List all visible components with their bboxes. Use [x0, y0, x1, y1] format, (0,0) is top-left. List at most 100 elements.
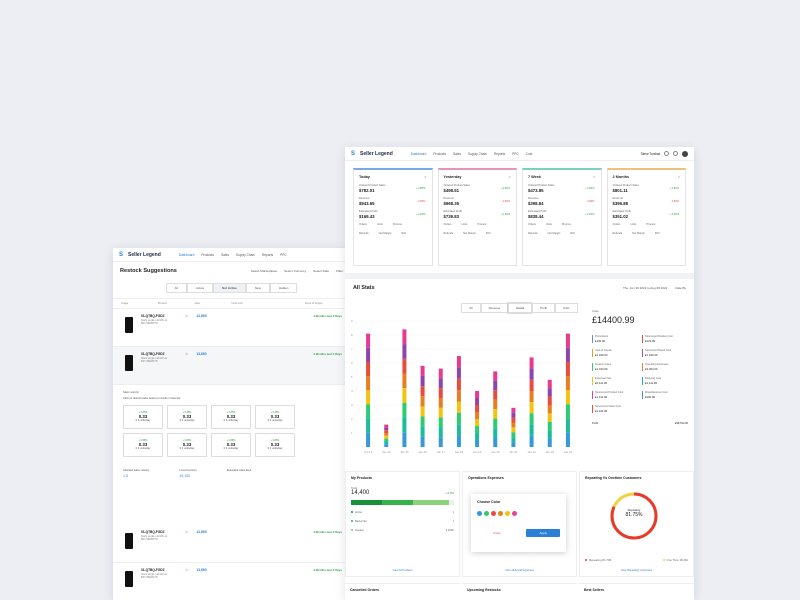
bar-segment [366, 390, 371, 405]
nav-supply-chain[interactable]: Supply Chain [235, 252, 255, 257]
color-swatch[interactable] [477, 511, 482, 516]
table-row[interactable]: 01-QTBQ-FGDZ black single LIA/HD ok B07-… [113, 525, 350, 563]
x-tick-label: Jan 15 [400, 450, 409, 454]
tab-revenue[interactable]: Revenue [480, 303, 509, 313]
bar-segment [529, 368, 534, 380]
search-icon[interactable] [664, 151, 669, 156]
logo[interactable]: S Seller Legend [119, 251, 161, 258]
nav-sales[interactable]: Sales [452, 151, 461, 156]
select-currency[interactable]: Select Currency [284, 269, 307, 273]
close-icon[interactable]: ✕ [423, 175, 427, 179]
nav-sales[interactable]: Sales [220, 252, 229, 257]
repeating-customers-panel: Repeating Vs Onetime Customers Repeating… [579, 471, 694, 577]
table-row[interactable]: 01-QTBQ-FGDZ black single LIA/HD ok B07-… [113, 309, 350, 347]
chart-bar[interactable] [438, 368, 443, 447]
nav-cost[interactable]: Cost [525, 151, 533, 156]
tab-profit[interactable]: Profit [532, 303, 555, 313]
bar-segment [456, 424, 461, 436]
chart-bar[interactable] [511, 407, 516, 447]
cost-item: Sponsored Brand Cost £1,040.00 [642, 349, 688, 357]
nav-products[interactable]: Products [433, 151, 446, 156]
chart-bar[interactable] [456, 356, 461, 447]
apply-button[interactable]: Apply [526, 529, 560, 537]
view-expenses-link[interactable]: View all Actual Expenses [505, 569, 534, 572]
nav-reports[interactable]: Reports [493, 151, 506, 156]
velocity-option[interactable]: + 0.88% 0.33 0.3 units/day [211, 432, 251, 457]
period-card[interactable]: ✕ Yesterday Ordered Product Sales + 2.80… [437, 168, 517, 266]
bar-segment [511, 417, 516, 423]
table-row[interactable]: 01-QTBQ-FGDZ black single LIA/HD ok B07-… [113, 346, 350, 385]
chart-bar[interactable] [384, 424, 389, 447]
chart-bar[interactable] [565, 333, 570, 447]
bar-segment [420, 396, 425, 407]
table-row[interactable]: 01-QTBQ-FGDZ black single LIA/HD ok B07-… [113, 563, 350, 600]
filter-button[interactable]: Filter [336, 269, 343, 273]
nav-ppc[interactable]: PPC [280, 252, 287, 257]
close-icon[interactable]: ✕ [677, 175, 680, 179]
velocity-option[interactable]: + 0.88% 0.33 0.3 units/day [123, 404, 163, 429]
logo[interactable]: S Seller Legend [351, 150, 393, 157]
nav-products[interactable]: Products [201, 252, 214, 257]
x-tick-label: Jan 17 [437, 450, 446, 454]
view-repeating-link[interactable]: View Repeating Customers [620, 569, 653, 572]
tab-all[interactable]: All [165, 283, 187, 293]
stats-bar-chart[interactable]: 1 2 3 4 5 6 7 8 9 Jan 13 Jan 14 Jan 15 Jan 16 Jan 17 J… [345, 307, 585, 467]
bar-segment [456, 412, 461, 425]
bar-segment [529, 435, 534, 447]
chart-bar[interactable] [366, 333, 371, 447]
tab-active[interactable]: Active [186, 283, 214, 293]
bar-segment [529, 424, 534, 436]
select-marketplace[interactable]: Select Marketplace [250, 269, 278, 273]
color-swatch[interactable] [498, 511, 503, 516]
select-date[interactable]: Select Date [313, 269, 330, 273]
chart-bar[interactable] [475, 391, 480, 447]
group-by-select[interactable]: Date By [675, 286, 686, 290]
velocity-option[interactable]: + 0.88% 0.33 0.3 units/day [255, 432, 295, 457]
status-badge: 4 Months and 3 Days [313, 313, 342, 318]
velocity-option[interactable]: + 0.88% 0.33 0.3 units/day [167, 404, 207, 429]
close-icon[interactable]: ✕ [508, 175, 511, 179]
tab-costs[interactable]: Costs [508, 303, 533, 313]
nav-supply-chain[interactable]: Supply Chain [467, 151, 487, 156]
velocity-option[interactable]: + 0.88% 0.33 0.3 units/day [211, 404, 251, 429]
nav-dashboard[interactable]: Dashboard [410, 151, 427, 156]
color-swatch[interactable] [484, 511, 489, 516]
color-swatch[interactable] [505, 511, 510, 516]
tab-new[interactable]: New [245, 283, 270, 293]
chart-bar[interactable] [402, 329, 407, 447]
velocity-option[interactable]: + 0.88% 0.33 0.3 units/day [167, 432, 207, 457]
avatar[interactable] [682, 150, 688, 157]
period-card[interactable]: ✕ 2 Months Ordered Product Sales + 2.80%… [606, 168, 686, 266]
color-swatch[interactable] [512, 511, 517, 516]
velocity-option[interactable]: + 0.88% 0.33 0.3 units/day [123, 432, 163, 457]
close-button[interactable]: Close [493, 531, 501, 535]
tab-hidden[interactable]: Hidden [269, 283, 298, 293]
date-range-picker[interactable]: Thu, Jun 30 2022 to Aug 08 2022 [622, 286, 668, 290]
tab-units[interactable]: Units [554, 303, 578, 313]
period-card[interactable]: ✕ Today Ordered Product Sales + 2.80% $7… [353, 168, 433, 266]
y-tick-label: 1 [351, 431, 353, 435]
bar-segment [420, 426, 425, 437]
notification-icon[interactable] [673, 151, 678, 156]
chart-bar[interactable] [420, 365, 425, 447]
close-icon[interactable]: ✕ [592, 175, 596, 179]
bar-segment [493, 418, 498, 429]
bar-segment [475, 405, 480, 412]
cost-item: Shipping Cost £1,111.00 [642, 377, 688, 385]
chart-bar[interactable] [493, 371, 498, 447]
velocity-option[interactable]: + 0.88% 0.33 0.3 units/day [255, 404, 295, 429]
bar-segment [475, 419, 480, 426]
tab-not-active[interactable]: Not Active [213, 283, 246, 293]
x-tick-label: Jan 24 [564, 450, 573, 454]
chart-bar[interactable] [529, 357, 534, 447]
user-name[interactable]: Steve Tonthat [640, 151, 660, 156]
period-card[interactable]: ✕ 7 Week Ordered Product Sales + 2.80% $… [522, 168, 602, 266]
chart-bar[interactable] [547, 379, 552, 447]
color-swatch[interactable] [491, 511, 496, 516]
nav-dashboard[interactable]: Dashboard [178, 252, 195, 257]
tab-all[interactable]: All [461, 303, 481, 313]
view-all-products-link[interactable]: View All Products [392, 569, 413, 572]
bar-segment [547, 413, 552, 422]
nav-ppc[interactable]: PPC [512, 151, 519, 156]
nav-reports[interactable]: Reports [261, 252, 274, 257]
